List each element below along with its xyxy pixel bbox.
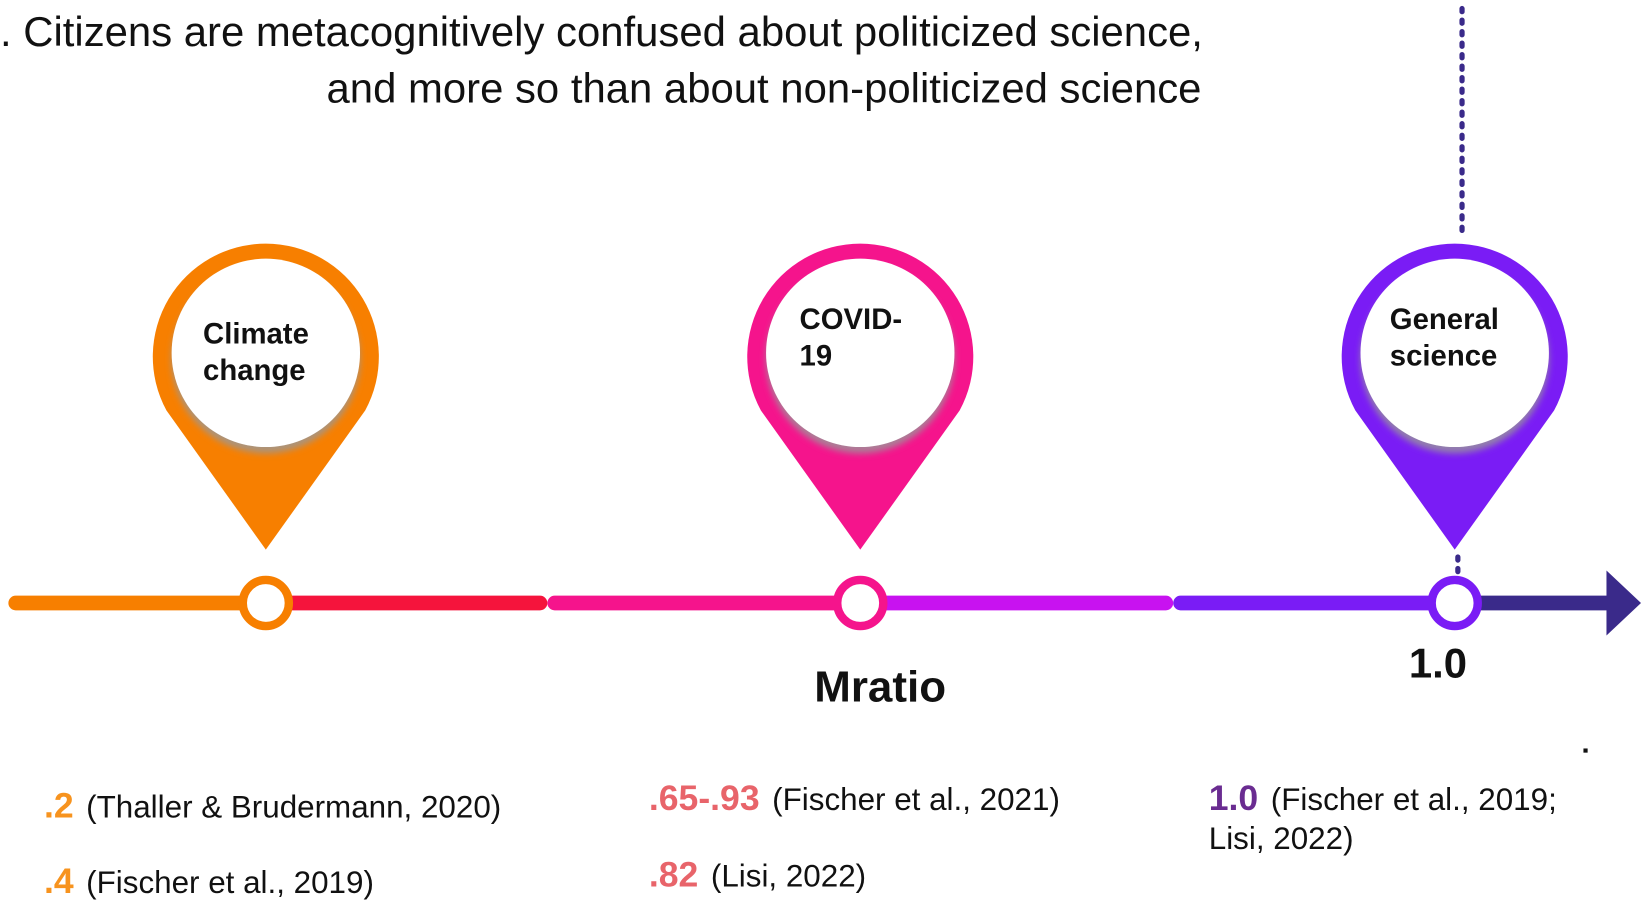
citation-source: (Fischer et al., 2021) <box>772 782 1060 817</box>
pin-label: 19 <box>800 339 833 372</box>
node <box>833 575 888 631</box>
dot <box>1583 748 1588 753</box>
citation: .2 (Thaller & Brudermann, 2020) <box>44 786 501 826</box>
node <box>238 575 294 631</box>
citation: 1.0 (Fischer et al., 2019; Lisi, 2022) <box>1209 778 1557 856</box>
pin-face <box>766 258 955 448</box>
citation-source: (Thaller & Brudermann, 2020) <box>86 790 501 825</box>
citation-value: .82 <box>649 855 698 895</box>
citation-source: (Fischer et al., 2019; <box>1271 782 1557 817</box>
citation-value: .4 <box>44 861 74 901</box>
citation-source: Lisi, 2022) <box>1209 821 1354 856</box>
axis-tick: 1.0 <box>1409 639 1467 686</box>
citation: .4 (Fischer et al., 2019) <box>44 861 374 901</box>
pin-label: change <box>203 354 306 387</box>
node <box>1427 575 1482 631</box>
citation-source: (Fischer et al., 2019) <box>86 865 374 900</box>
pin: COVID-19 <box>747 243 974 550</box>
pin-label: science <box>1390 339 1498 372</box>
citation-source: (Lisi, 2022) <box>711 859 866 894</box>
pin-label: General <box>1390 303 1499 336</box>
citation-value: .2 <box>44 786 74 826</box>
axis-label: Mratio <box>814 662 946 711</box>
citation-value: .65-.93 <box>649 778 760 818</box>
title-line: and more so than about non-politicized s… <box>327 65 1202 112</box>
arrowhead <box>1606 570 1641 636</box>
citation: .65-.93 (Fischer et al., 2021) <box>649 778 1060 818</box>
pin: Climate change <box>152 243 379 550</box>
pin-face <box>171 258 361 448</box>
title-line: . Citizens are metacognitively confused … <box>0 8 1203 55</box>
citation: .82 (Lisi, 2022) <box>649 855 866 895</box>
pin-label: Climate <box>203 317 309 350</box>
pin-label: COVID- <box>800 303 903 336</box>
citation-value: 1.0 <box>1209 778 1258 818</box>
pin-face <box>1360 258 1549 448</box>
